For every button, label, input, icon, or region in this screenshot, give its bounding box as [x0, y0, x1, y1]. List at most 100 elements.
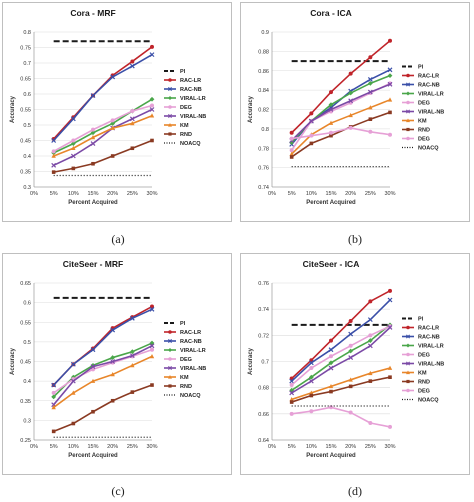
chart-frame — [240, 2, 470, 222]
x-tick-label: 5% — [50, 444, 58, 450]
y-tick-label: 0.65 — [20, 281, 31, 287]
data-point — [110, 359, 116, 364]
data-point — [387, 67, 393, 73]
data-point — [329, 354, 333, 359]
legend-label: PI — [180, 69, 186, 75]
legend-marker — [406, 100, 410, 105]
series-line — [53, 384, 153, 433]
gridlines — [34, 282, 152, 441]
data-point — [90, 141, 96, 147]
data-point — [309, 141, 314, 146]
data-point — [348, 71, 353, 76]
series-line — [291, 367, 391, 401]
y-tick-label: 0.45 — [20, 360, 31, 366]
data-point — [329, 389, 333, 394]
data-point — [309, 393, 314, 398]
legend-marker — [168, 330, 172, 334]
data-point — [329, 90, 333, 95]
legend-label: DEG — [180, 357, 192, 363]
legend-label: NOACQ — [418, 398, 439, 404]
x-tick-label: 10% — [68, 191, 79, 197]
series-line — [53, 53, 153, 142]
y-tick-label: 0.75 — [20, 46, 31, 52]
legend-label: KM — [418, 119, 427, 125]
legend-label: RAC-LR — [418, 74, 439, 80]
data-point — [388, 424, 392, 429]
x-tick-label: 20% — [345, 191, 356, 197]
series-line — [291, 406, 391, 428]
legend-label: RAC-NB — [418, 335, 440, 341]
y-tick-label: 0.76 — [258, 166, 269, 172]
data-point — [149, 340, 155, 346]
data-point — [368, 105, 373, 110]
x-tick-label: 5% — [50, 191, 58, 197]
legend-label: RAC-LR — [180, 330, 201, 336]
data-point — [329, 405, 333, 410]
data-point — [51, 149, 56, 154]
data-point — [150, 383, 154, 387]
legend-label: RAC-NB — [180, 87, 202, 93]
legend-label: VIRAL-LR — [418, 344, 444, 350]
data-point — [150, 138, 154, 143]
chart-svg: CiteSeer - MRF 0.25 0.3 0.35 0.4 0.45 0.5 0.55 0… — [10, 259, 206, 459]
data-point — [309, 409, 314, 414]
legend-marker — [168, 96, 172, 100]
y-tick-label: 0.7 — [23, 61, 31, 67]
data-point — [348, 98, 354, 104]
data-point — [368, 370, 373, 376]
data-point — [110, 74, 116, 80]
data-point — [90, 93, 96, 98]
legend-label: VIRAL-NB — [180, 366, 206, 372]
data-point — [90, 347, 96, 353]
x-tick-label: 30% — [384, 191, 395, 197]
y-tick-label: 0.78 — [258, 146, 269, 152]
legend-label: NOACQ — [418, 146, 439, 152]
legend-label: PI — [180, 321, 186, 327]
data-point — [367, 77, 373, 82]
data-point — [51, 153, 56, 158]
data-point — [308, 118, 314, 124]
data-point — [70, 361, 76, 367]
x-tick-label: 15% — [87, 444, 98, 450]
legend-label: RND — [180, 384, 192, 390]
legend-marker — [406, 127, 410, 132]
series-deg — [289, 324, 392, 388]
series-rac-nb — [289, 297, 393, 384]
data-point — [309, 390, 314, 395]
x-tick-label: 5% — [288, 444, 296, 450]
series-line — [53, 139, 153, 173]
chart-frame — [2, 2, 232, 222]
legend-marker — [168, 375, 172, 379]
y-tick-label: 0.5 — [23, 123, 31, 129]
data-point — [149, 353, 155, 359]
series-line — [291, 127, 391, 140]
chart-svg: Cora - MRF 0.3 0.35 0.4 0.45 0.5 0.55 0.6 0.65 0.… — [10, 8, 206, 206]
data-point — [129, 63, 135, 69]
data-point — [329, 133, 333, 138]
x-tick-label: 25% — [365, 191, 376, 197]
legend-marker — [406, 118, 410, 123]
chart-panel-d: CiteSeer - ICA 0.64 0.66 0.68 0.7 0.72 0.74 0.7… — [237, 251, 474, 502]
y-tick-label: 0.65 — [20, 77, 31, 83]
data-point — [289, 148, 294, 153]
legend-label: DEG — [180, 105, 192, 111]
data-point — [90, 135, 96, 140]
series-viral-nb — [51, 343, 155, 408]
data-point — [110, 154, 115, 158]
data-point — [51, 405, 56, 410]
y-axis-label: Accuracy — [10, 347, 16, 375]
legend-label: KM — [418, 371, 427, 377]
y-tick-label: 0.35 — [20, 170, 31, 176]
data-point — [308, 374, 314, 380]
y-tick-label: 0.3 — [23, 418, 31, 424]
y-axis-label: Accuracy — [248, 95, 254, 123]
data-point — [387, 365, 393, 370]
y-tick-label: 0.25 — [20, 438, 31, 444]
series-rac-nb — [51, 52, 155, 143]
x-axis-label: Percent Acquired — [306, 200, 356, 206]
x-tick-label: 0% — [268, 444, 276, 450]
legend-label: DEG — [418, 137, 430, 143]
y-tick-label: 0.8 — [261, 127, 269, 133]
series-line — [291, 40, 391, 134]
legend: PI RAC-LR RAC-NB VIRAL-LR DEG VIRAL-NB KM RND NO… — [164, 69, 206, 147]
